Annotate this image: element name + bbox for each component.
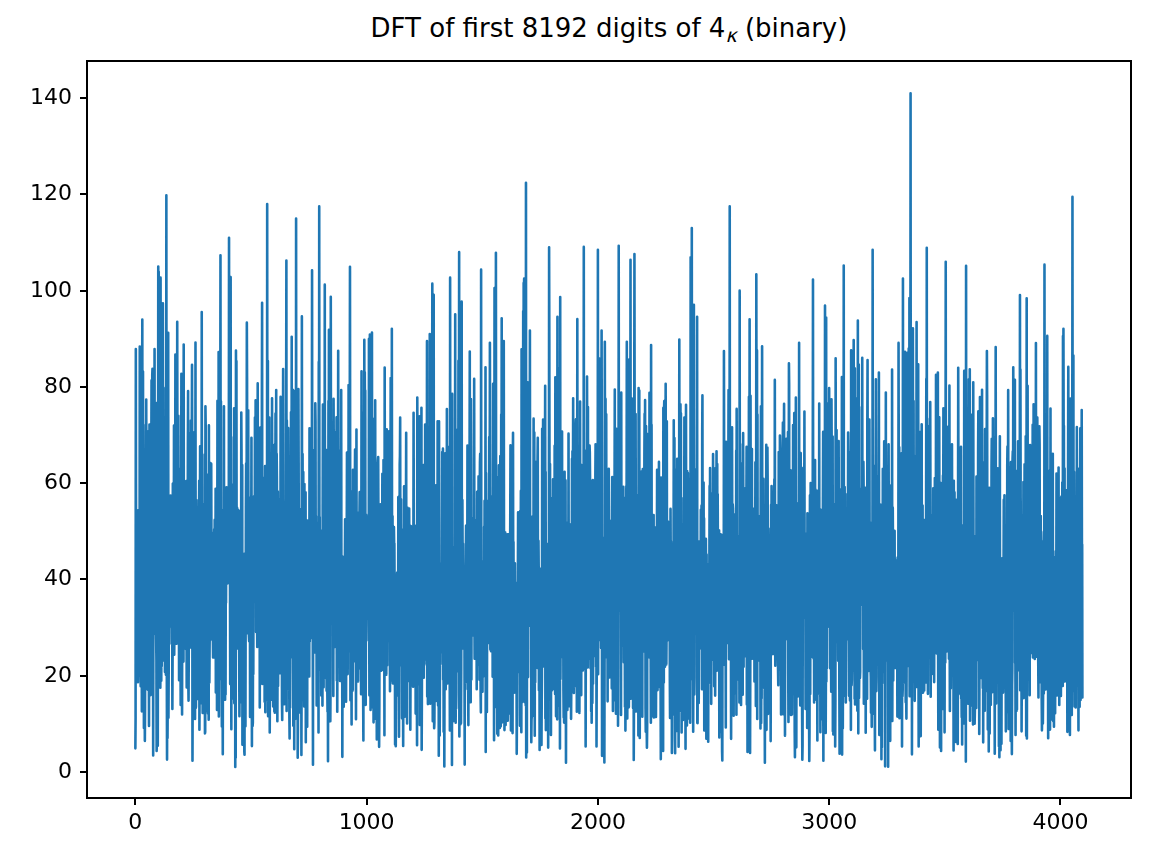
y-tick-mark: [80, 578, 88, 580]
y-tick-mark: [80, 675, 88, 677]
dft-magnitude-plot: [88, 62, 1130, 797]
y-tick-label: 0: [8, 758, 72, 783]
y-tick-label: 40: [8, 565, 72, 590]
chart-title-subscript: κ: [725, 24, 736, 46]
y-tick-label: 100: [8, 277, 72, 302]
y-tick-label: 120: [8, 180, 72, 205]
y-tick-mark: [80, 386, 88, 388]
x-tick-label: 0: [80, 809, 190, 834]
chart-title-prefix: DFT of first 8192 digits of 4: [371, 13, 726, 43]
y-tick-label: 60: [8, 469, 72, 494]
x-tick-mark: [1059, 797, 1061, 805]
chart-title: DFT of first 8192 digits of 4κ (binary): [88, 13, 1130, 46]
x-tick-label: 4000: [1005, 809, 1115, 834]
y-tick-mark: [80, 97, 88, 99]
chart-title-suffix: (binary): [737, 13, 848, 43]
figure: DFT of first 8192 digits of 4κ (binary) …: [0, 0, 1149, 864]
y-tick-mark: [80, 771, 88, 773]
y-tick-label: 20: [8, 662, 72, 687]
x-tick-mark: [366, 797, 368, 805]
x-tick-mark: [134, 797, 136, 805]
x-tick-label: 1000: [312, 809, 422, 834]
y-tick-mark: [80, 482, 88, 484]
y-tick-label: 140: [8, 84, 72, 109]
y-tick-mark: [80, 290, 88, 292]
x-tick-mark: [828, 797, 830, 805]
y-tick-mark: [80, 193, 88, 195]
x-tick-label: 2000: [543, 809, 653, 834]
y-tick-label: 80: [8, 373, 72, 398]
x-tick-label: 3000: [774, 809, 884, 834]
x-tick-mark: [597, 797, 599, 805]
